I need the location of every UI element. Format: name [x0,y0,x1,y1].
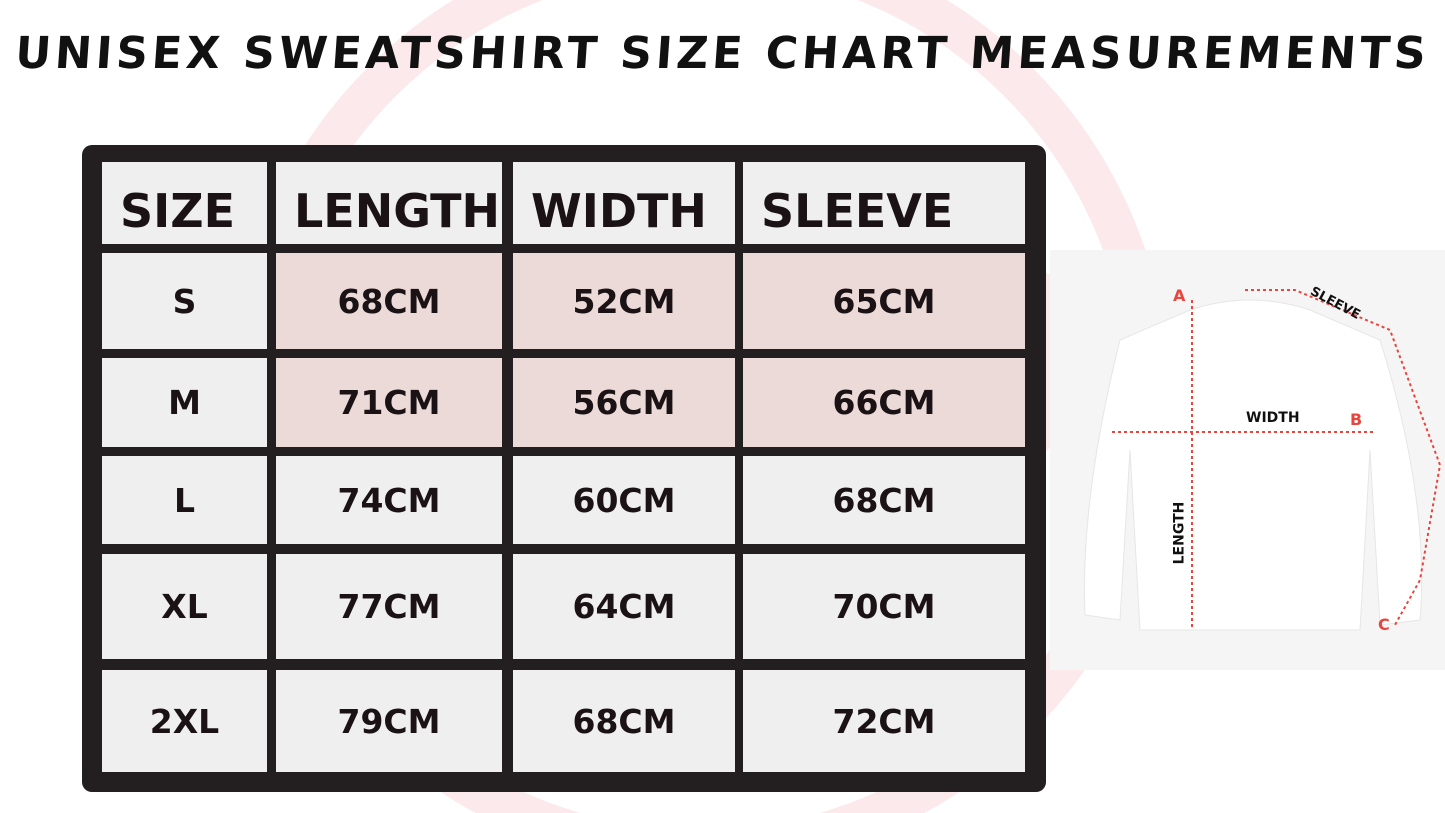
label-b: B [1350,410,1363,429]
measurement-cell: 74CM [276,456,502,544]
measurement-cell: 77CM [276,554,502,659]
label-width: WIDTH [1246,410,1300,426]
measurement-cell: 60CM [513,456,735,544]
size-cell: M [102,358,267,447]
size-cell: XL [102,554,267,659]
page-title: UNISEX SWEATSHIRT SIZE CHART MEASUREMENT… [13,28,1432,79]
measurement-cell: 64CM [513,554,735,659]
sweatshirt-diagram: A B C SLEEVE WIDTH LENGTH [1050,250,1445,670]
measurement-cell: 65CM [743,253,1025,349]
column-header: SIZE [102,162,267,244]
label-c: C [1378,615,1390,634]
measurement-cell: 79CM [276,670,502,772]
size-cell: 2XL [102,670,267,772]
column-header: SLEEVE [743,162,1025,244]
measurement-cell: 70CM [743,554,1025,659]
measurement-cell: 66CM [743,358,1025,447]
measurement-cell: 68CM [513,670,735,772]
measurement-cell: 52CM [513,253,735,349]
size-cell: S [102,253,267,349]
measurement-cell: 68CM [276,253,502,349]
measurement-cell: 56CM [513,358,735,447]
measurement-cell: 68CM [743,456,1025,544]
sweatshirt-illustration [1083,289,1442,631]
label-a: A [1173,286,1186,305]
size-cell: L [102,456,267,544]
measurement-cell: 72CM [743,670,1025,772]
label-length: LENGTH [1171,501,1188,565]
measurement-cell: 71CM [276,358,502,447]
column-header: WIDTH [513,162,735,244]
column-header: LENGTH [276,162,502,244]
